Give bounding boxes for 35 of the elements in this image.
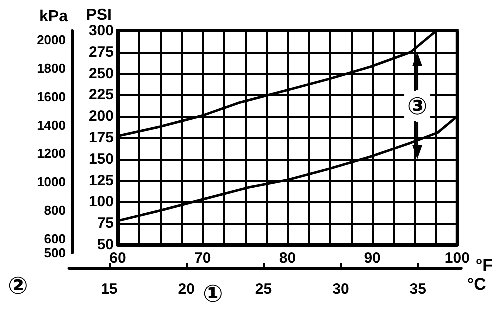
y2-axis-title: kPa	[40, 8, 68, 26]
x2-tick-label: 30	[332, 281, 350, 298]
y2-tick-label: 1400	[37, 118, 66, 133]
y2-tick-label: 1600	[37, 89, 66, 104]
y-tick-label: 100	[88, 194, 114, 211]
y-tick-label: 125	[88, 172, 114, 190]
x2-tick-label: 15	[101, 281, 118, 298]
x2-axis-title: °C	[467, 275, 486, 294]
y-tick-label: 200	[88, 108, 114, 126]
x2-tick-label: 35	[410, 281, 426, 298]
x-tick-label: 100	[444, 250, 470, 267]
y-tick-label: 275	[88, 44, 114, 61]
x-axis-title: °F	[476, 256, 494, 275]
y-tick-label: 225	[88, 86, 114, 104]
y-tick-label: 150	[88, 150, 114, 168]
annotation: ③	[407, 92, 428, 120]
y2-tick-label: 2000	[37, 32, 66, 48]
y2-tick-label: 1000	[37, 174, 66, 190]
y2-tick-label: 1200	[37, 146, 66, 162]
y-tick-label: 250	[88, 65, 114, 82]
y2-tick-label: 600	[44, 231, 66, 246]
y-tick-label: 175	[88, 130, 114, 146]
y2-tick-label: 800	[44, 202, 66, 218]
y2-tick-label: 1800	[37, 61, 66, 76]
text: ②	[8, 272, 28, 300]
y-tick-label: 75	[97, 215, 114, 232]
y2-tick-label: 500	[44, 246, 66, 260]
x2-tick-label: 20	[178, 281, 195, 298]
x-tick-label: 70	[194, 250, 212, 267]
x2-tick-label: 25	[255, 281, 272, 298]
y-axis-title: PSI	[86, 7, 112, 24]
y-tick-label: 300	[88, 22, 114, 40]
x-tick-label: 80	[279, 250, 296, 267]
text: ①	[203, 280, 224, 308]
x-tick-label: 90	[364, 250, 381, 267]
